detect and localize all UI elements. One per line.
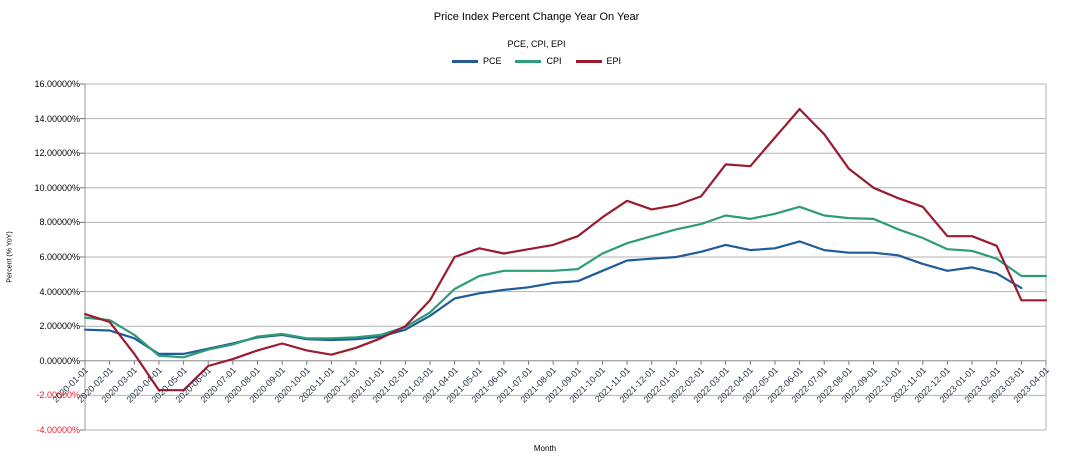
y-tick-label: -4.00000% — [36, 425, 80, 435]
legend-item-epi: EPI — [575, 56, 622, 66]
y-tick-label: 10.00000% — [34, 182, 80, 193]
chart-title: Price Index Percent Change Year On Year — [433, 11, 640, 23]
y-tick-label: 4.00000% — [39, 286, 80, 297]
y-axis-title: Percent (% YoY) — [6, 231, 14, 283]
y-tick-label: 0.00000% — [39, 355, 80, 366]
y-tick-label: 6.00000% — [39, 252, 80, 262]
series-line-pce — [83, 240, 1023, 355]
legend-item-pce: PCE — [451, 56, 502, 66]
y-tick-label: 16.00000% — [34, 79, 80, 89]
legend-swatch-pce-icon — [451, 59, 478, 63]
y-tick-label: 2.00000% — [39, 321, 80, 332]
legend-swatch-cpi-icon — [515, 59, 542, 63]
series-line-epi — [83, 108, 1048, 392]
legend-label: CPI — [546, 56, 562, 66]
y-tick-label: 14.00000% — [34, 113, 80, 124]
chart-subtitle: PCE, CPI, EPI — [507, 39, 566, 49]
y-tick-label: 8.00000% — [39, 217, 80, 228]
legend-item-cpi: CPI — [515, 56, 562, 66]
y-tick-label: 12.00000% — [34, 148, 80, 159]
y-tick-label: -2.00000% — [36, 390, 80, 401]
legend-label: EPI — [606, 56, 622, 66]
legend-label: PCE — [482, 56, 502, 66]
series-line-cpi — [83, 205, 1048, 359]
legend-swatch-epi-icon — [575, 59, 602, 63]
chart-legend: PCE CPI EPI — [0, 56, 1073, 66]
x-axis-title: Month — [533, 444, 557, 453]
